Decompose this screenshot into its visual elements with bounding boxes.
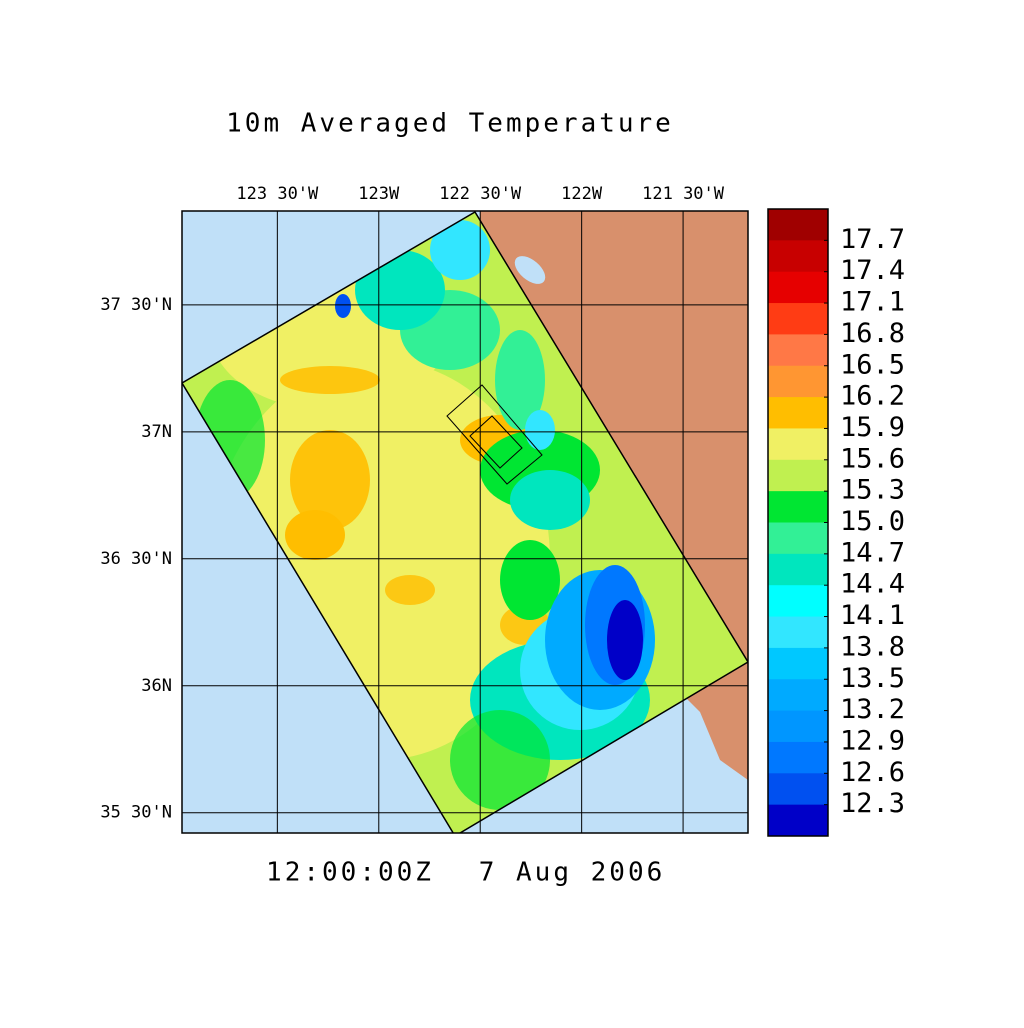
colorbar-label: 13.2 bbox=[840, 694, 905, 725]
colorbar-swatch bbox=[768, 365, 828, 398]
grid bbox=[182, 211, 748, 833]
colorbar-swatch bbox=[768, 585, 828, 618]
colorbar-label: 15.3 bbox=[840, 475, 905, 506]
colorbar-label: 13.5 bbox=[840, 663, 905, 694]
colorbar-swatch bbox=[768, 459, 828, 492]
lon-label: 123 30'W bbox=[236, 184, 319, 204]
colorbar-label: 12.3 bbox=[840, 788, 905, 819]
colorbar-label: 15.6 bbox=[840, 443, 905, 474]
colorbar-frame bbox=[767, 208, 829, 837]
inner-domain bbox=[469, 415, 523, 469]
colorbar-swatch bbox=[768, 397, 828, 429]
colorbar-swatch bbox=[768, 209, 828, 241]
colorbar-label: 12.6 bbox=[840, 757, 905, 788]
colorbar-label: 13.8 bbox=[840, 631, 905, 662]
lat-label: 36 30'N bbox=[100, 549, 172, 569]
colorbar-swatch bbox=[768, 804, 828, 837]
colorbar-swatch bbox=[768, 428, 828, 461]
inner-domain bbox=[446, 384, 543, 485]
colorbar-label: 16.5 bbox=[840, 349, 905, 380]
colorbar-swatch bbox=[768, 491, 828, 523]
colorbar-swatch bbox=[768, 710, 828, 743]
colorbar-swatch bbox=[768, 616, 828, 649]
title: 10m Averaged Temperature bbox=[226, 109, 674, 139]
lat-label: 35 30'N bbox=[100, 803, 172, 823]
colorbar-label: 14.4 bbox=[840, 569, 905, 600]
colorbar-label: 12.9 bbox=[840, 725, 905, 756]
lat-label: 37N bbox=[141, 422, 172, 442]
colorbar-swatch bbox=[768, 240, 828, 273]
frame bbox=[181, 210, 749, 834]
colorbar-label: 16.8 bbox=[840, 318, 905, 349]
colorbar-label: 17.1 bbox=[840, 287, 905, 318]
colorbar: 17.717.417.116.816.516.215.915.615.315.0… bbox=[767, 208, 905, 837]
colorbar-label: 15.0 bbox=[840, 506, 905, 537]
colorbar-swatch bbox=[768, 647, 828, 680]
colorbar-swatch bbox=[768, 522, 828, 555]
lat-label: 36N bbox=[141, 676, 172, 696]
lon-label: 122 30'W bbox=[439, 184, 522, 204]
lon-label: 123W bbox=[358, 184, 400, 204]
colorbar-swatch bbox=[768, 271, 828, 304]
model-domain bbox=[182, 211, 748, 833]
colorbar-label: 14.7 bbox=[840, 537, 905, 568]
colorbar-swatch bbox=[768, 679, 828, 712]
temperature-field bbox=[182, 212, 748, 833]
colorbar-label: 17.4 bbox=[840, 255, 905, 286]
colorbar-swatch bbox=[768, 773, 828, 806]
bay bbox=[514, 256, 546, 284]
colorbar-label: 14.1 bbox=[840, 600, 905, 631]
map-area bbox=[182, 211, 748, 833]
colorbar-swatch bbox=[768, 334, 828, 367]
date-label: 7 Aug 2006 bbox=[479, 858, 666, 888]
colorbar-swatch bbox=[768, 303, 828, 335]
colorbar-swatch bbox=[768, 553, 828, 586]
lon-label: 121 30'W bbox=[642, 184, 725, 204]
colorbar-label: 16.2 bbox=[840, 381, 905, 412]
lat-label: 37 30'N bbox=[100, 295, 172, 315]
lon-label: 122W bbox=[561, 184, 603, 204]
colorbar-swatch bbox=[768, 741, 828, 774]
colorbar-label: 15.9 bbox=[840, 412, 905, 443]
time-label: 12:00:00Z bbox=[266, 858, 434, 888]
colorbar-label: 17.7 bbox=[840, 224, 905, 255]
